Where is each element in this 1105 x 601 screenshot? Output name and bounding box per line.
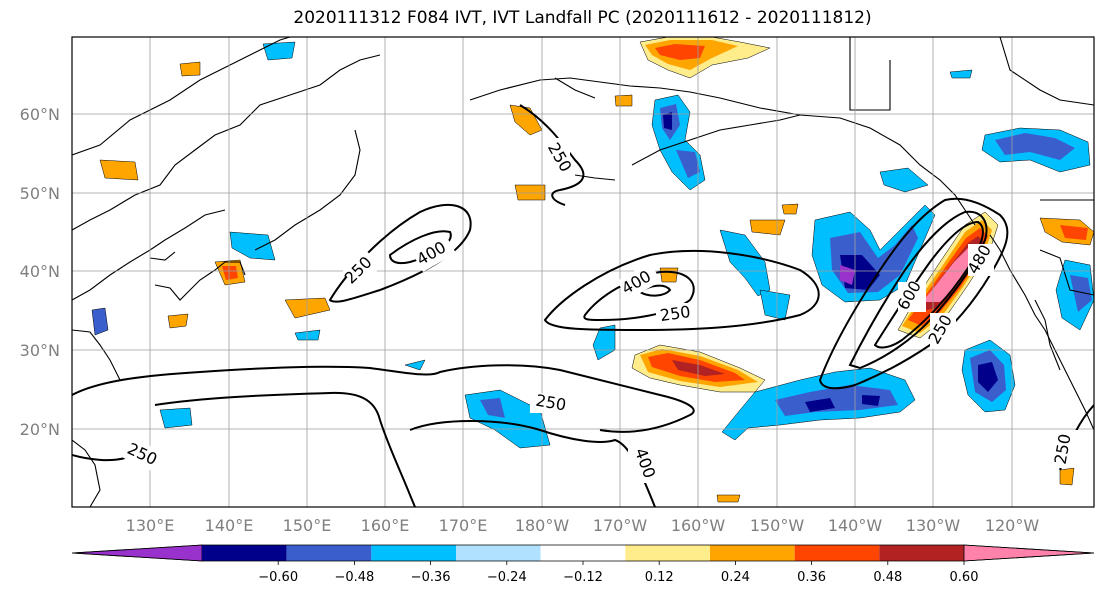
colorbar-swatch bbox=[794, 545, 880, 561]
longitude-labels: 130°E 140°E 150°E 160°E 170°E 180°W 170°… bbox=[126, 516, 1040, 535]
colorbar-tick-label: 0.36 bbox=[797, 570, 826, 585]
colorbar-extend-low bbox=[71, 544, 203, 562]
lon-label: 150°W bbox=[750, 516, 805, 535]
lon-label: 180°W bbox=[515, 516, 570, 535]
lon-label: 160°W bbox=[671, 516, 726, 535]
lat-label: 60°N bbox=[20, 105, 60, 124]
map-title: 2020111312 F084 IVT, IVT Landfall PC (20… bbox=[293, 8, 872, 28]
colorbar-outline bbox=[71, 544, 1095, 562]
colorbar-tick-label: −0.60 bbox=[258, 570, 298, 585]
colorbar-swatch bbox=[710, 545, 795, 561]
lat-label: 40°N bbox=[20, 262, 60, 281]
coastlines bbox=[72, 37, 1094, 507]
lon-label: 140°W bbox=[828, 516, 883, 535]
colorbar-swatch bbox=[286, 545, 372, 561]
colorbar-swatch bbox=[540, 545, 626, 561]
negative-anomaly-fields bbox=[91, 41, 1094, 449]
colorbar: −0.60 −0.48 −0.36 −0.24 −0.12 0.12 0.24 0.36 0.4… bbox=[71, 544, 1095, 585]
colorbar-swatch bbox=[202, 545, 287, 561]
contour-label: 250 bbox=[659, 302, 692, 325]
lon-label: 130°W bbox=[906, 516, 961, 535]
colorbar-swatch bbox=[879, 545, 964, 561]
colorbar-tick-label: 0.24 bbox=[721, 570, 750, 585]
lon-label: 150°E bbox=[283, 516, 332, 535]
map-frame bbox=[71, 36, 1095, 508]
lat-label: 20°N bbox=[20, 420, 60, 439]
lon-label: 130°E bbox=[126, 516, 175, 535]
colorbar-swatch bbox=[371, 545, 456, 561]
lat-label: 50°N bbox=[20, 184, 60, 203]
lon-label: 140°E bbox=[205, 516, 254, 535]
lon-label: 160°E bbox=[361, 516, 410, 535]
colorbar-tick-label: 0.12 bbox=[645, 570, 674, 585]
latitude-labels: 60°N 50°N 40°N 30°N 20°N bbox=[20, 105, 60, 439]
lon-label: 170°E bbox=[439, 516, 488, 535]
colorbar-tick-label: 0.48 bbox=[873, 570, 902, 585]
colorbar-swatch bbox=[625, 545, 710, 561]
lat-label: 30°N bbox=[20, 341, 60, 360]
colorbar-tick-label: −0.48 bbox=[334, 570, 374, 585]
colorbar-extend-high bbox=[963, 544, 1095, 562]
lon-label: 120°W bbox=[985, 516, 1040, 535]
colorbar-tick-label: −0.12 bbox=[563, 570, 603, 585]
colorbar-swatch bbox=[456, 545, 541, 561]
lon-label: 170°W bbox=[593, 516, 648, 535]
colorbar-tick-label: −0.36 bbox=[411, 570, 451, 585]
colorbar-tick-label: 0.60 bbox=[950, 570, 979, 585]
colorbar-tick-label: −0.24 bbox=[487, 570, 527, 585]
